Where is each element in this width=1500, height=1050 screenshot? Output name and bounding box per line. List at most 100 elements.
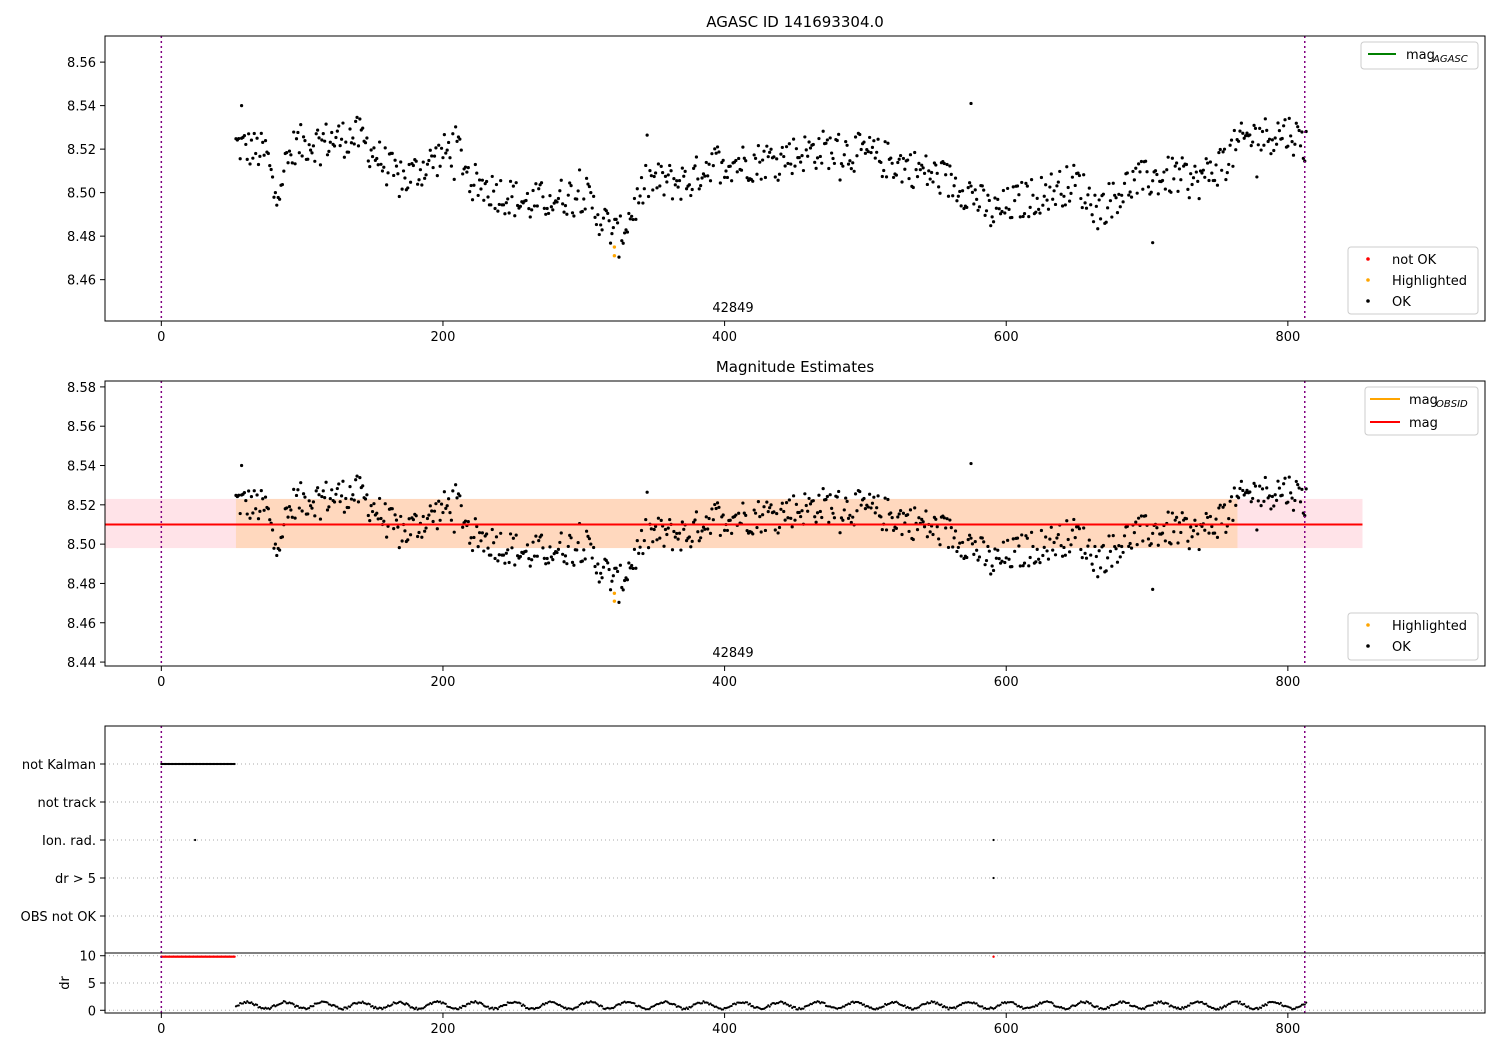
ok-point <box>1082 526 1086 530</box>
ok-point <box>1253 126 1258 131</box>
ok-point <box>751 179 755 183</box>
ok-point <box>425 516 430 521</box>
dr-point <box>336 1005 339 1008</box>
ok-point <box>690 187 694 192</box>
ok-point <box>237 136 241 141</box>
ok-point <box>969 101 973 106</box>
panel-agasc: AGASC ID 141693304.0 0 200 400 600 8008.468.… <box>67 13 1486 345</box>
ok-point <box>668 517 672 522</box>
ok-point <box>1084 556 1089 560</box>
ok-point <box>423 529 427 533</box>
ok-point <box>808 146 813 150</box>
ok-point <box>1253 484 1258 488</box>
ok-point <box>323 496 327 500</box>
ok-point <box>697 187 701 191</box>
ok-point <box>363 497 368 501</box>
ok-point <box>590 206 594 210</box>
ok-point <box>535 204 539 208</box>
dr-point <box>685 1006 688 1009</box>
ok-point <box>287 505 292 509</box>
ok-point <box>970 542 975 546</box>
ok-point <box>439 502 444 506</box>
ok-point <box>382 165 386 169</box>
ok-point <box>416 534 420 539</box>
ok-point <box>900 532 904 537</box>
ok-point <box>706 174 710 178</box>
ok-point <box>258 509 262 513</box>
ok-point <box>863 507 868 511</box>
ok-point <box>358 117 362 121</box>
ok-point <box>828 136 832 140</box>
ok-point <box>476 545 480 549</box>
ok-point <box>1127 544 1131 548</box>
ok-point <box>1044 535 1048 539</box>
ok-point <box>782 509 786 514</box>
ok-point <box>507 560 511 565</box>
ok-point <box>1221 505 1225 509</box>
ok-point <box>1055 184 1059 188</box>
legend-marker <box>1366 257 1370 261</box>
ok-point <box>1006 186 1010 191</box>
ok-point <box>755 525 759 530</box>
dr-point <box>1096 1005 1099 1008</box>
ok-point <box>451 489 455 493</box>
ok-point <box>480 531 484 535</box>
ok-point <box>1035 547 1039 551</box>
ok-point <box>1045 198 1049 202</box>
dr-point <box>403 1003 407 1006</box>
ok-point <box>662 544 666 548</box>
ok-point <box>486 195 490 199</box>
x-tick-label: 400 <box>712 330 737 345</box>
ok-point <box>300 509 304 513</box>
ok-point <box>1229 138 1234 142</box>
ok-point <box>1135 543 1139 547</box>
ok-point <box>725 175 730 180</box>
ok-point <box>351 136 355 140</box>
highlighted-point <box>612 591 617 595</box>
ok-point <box>1189 172 1193 176</box>
ok-point <box>532 204 537 208</box>
ok-point <box>446 497 451 501</box>
ok-point <box>656 162 661 166</box>
ok-point <box>313 514 317 518</box>
ok-point <box>1090 213 1094 217</box>
legend-marker <box>1366 299 1370 303</box>
ok-point <box>1042 545 1046 550</box>
dr-point <box>706 1001 709 1004</box>
ok-point <box>1020 180 1024 185</box>
ok-point <box>401 169 406 173</box>
ok-point <box>983 213 987 217</box>
ok-point <box>662 193 666 197</box>
dr-point <box>1182 1007 1185 1010</box>
dr-point <box>1255 1006 1258 1009</box>
ok-point <box>800 154 804 158</box>
ok-point <box>996 197 1000 201</box>
x-tick-label: 400 <box>712 1022 737 1037</box>
dr-point <box>882 1005 885 1008</box>
dr-point <box>460 1006 463 1010</box>
ok-point <box>1296 125 1300 129</box>
ok-point <box>424 526 428 530</box>
dr-point <box>960 1003 963 1006</box>
dr-point <box>1299 1005 1302 1008</box>
dr-point <box>371 1004 374 1008</box>
ok-point <box>1003 211 1007 215</box>
ok-point <box>953 176 958 180</box>
ok-point <box>956 194 960 198</box>
ok-point <box>1115 211 1120 215</box>
ok-point <box>528 564 532 568</box>
ok-point <box>903 167 907 171</box>
ok-point <box>1259 148 1263 152</box>
ok-point <box>414 514 418 518</box>
ok-point <box>587 184 592 189</box>
ok-point <box>704 515 708 519</box>
ok-point <box>496 209 500 213</box>
ok-point <box>668 163 672 168</box>
ok-point <box>558 189 562 193</box>
ok-point <box>1236 139 1241 143</box>
ok-point <box>270 175 275 179</box>
ok-point <box>352 142 356 146</box>
ok-point <box>773 528 777 532</box>
ok-point <box>799 160 803 164</box>
ok-point <box>700 529 704 533</box>
